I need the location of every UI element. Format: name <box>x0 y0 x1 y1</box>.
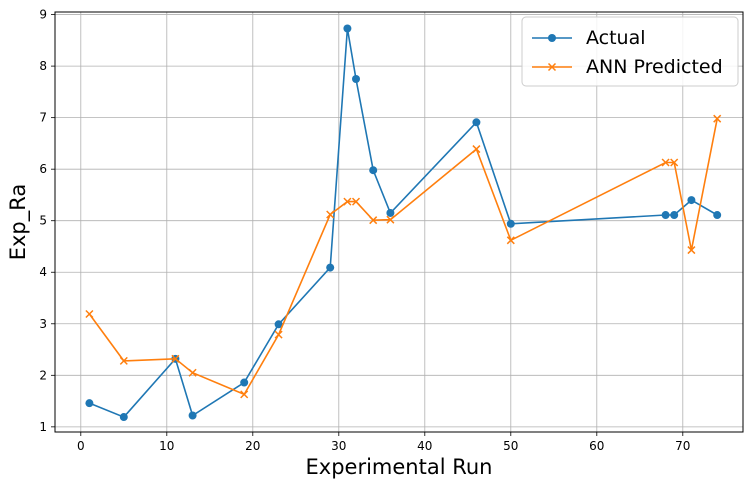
data-point-actual <box>352 74 360 83</box>
data-point-actual <box>85 399 94 408</box>
y-tick-label: 9 <box>39 8 47 22</box>
y-tick-label: 8 <box>39 59 47 73</box>
data-point-ann-predicted <box>85 309 94 319</box>
y-axis-title: Exp_Ra <box>6 184 31 261</box>
y-tick-label: 2 <box>39 368 47 382</box>
legend: Actual ANN Predicted <box>521 16 739 87</box>
data-point-actual <box>119 413 128 422</box>
legend-box <box>521 16 739 87</box>
data-point-actual <box>369 166 378 175</box>
x-axis-title: Experimental Run <box>306 455 493 479</box>
y-tick-label: 3 <box>39 317 47 331</box>
x-tick-label: 50 <box>503 439 518 453</box>
legend-label: ANN Predicted <box>586 56 723 78</box>
x-tick-label: 60 <box>589 439 604 453</box>
x-tick-label: 70 <box>675 439 690 453</box>
x-tick-label: 0 <box>77 439 85 453</box>
data-point-ann-predicted <box>188 368 197 377</box>
legend-marker <box>548 34 556 42</box>
data-point-ann-predicted <box>274 330 283 339</box>
y-tick-label: 5 <box>39 214 47 228</box>
data-point-ann-predicted <box>351 197 361 206</box>
data-point-ann-predicted <box>506 236 515 245</box>
axes: 0 10 20 30 40 50 60 70 1 2 3 4 5 6 7 8 9 <box>39 8 690 453</box>
data-point-actual <box>713 211 722 220</box>
data-point-ann-predicted <box>240 390 249 399</box>
y-tick-label: 1 <box>39 420 47 434</box>
data-point-ann-predicted <box>369 216 378 225</box>
legend-item-actual: Actual <box>532 27 646 49</box>
data-point-actual <box>326 263 335 272</box>
legend-label: Actual <box>586 27 646 49</box>
legend-item-ann-predicted: ANN Predicted <box>532 56 723 78</box>
data-point-ann-predicted <box>687 246 696 255</box>
x-tick-label: 30 <box>331 439 346 453</box>
plot-frame <box>54 11 744 433</box>
data-point-ann-predicted <box>343 197 352 206</box>
data-point-actual <box>687 196 696 205</box>
data-point-actual <box>240 378 249 387</box>
x-tick-label: 20 <box>245 439 260 453</box>
x-tick-label: 40 <box>417 439 432 453</box>
data-point-ann-predicted <box>670 158 679 167</box>
data-point-actual <box>386 208 395 217</box>
data-point-actual <box>661 211 670 220</box>
legend-marker <box>547 62 557 72</box>
y-tick-label: 7 <box>39 111 47 125</box>
data-point-ann-predicted <box>171 354 180 363</box>
series-ann-predicted <box>85 114 722 399</box>
y-tick-label: 4 <box>39 265 47 279</box>
data-point-actual <box>506 219 515 228</box>
data-point-ann-predicted <box>713 114 722 123</box>
data-point-ann-predicted <box>119 356 128 365</box>
data-point-actual <box>343 24 352 33</box>
x-tick-label: 10 <box>159 439 174 453</box>
data-point-ann-predicted <box>661 158 670 167</box>
data-point-ann-predicted <box>386 215 395 224</box>
data-point-actual <box>274 320 283 329</box>
data-point-actual <box>670 211 679 220</box>
data-point-actual <box>188 411 197 420</box>
y-tick-label: 6 <box>39 162 47 176</box>
data-point-actual <box>472 118 481 127</box>
series-actual <box>85 24 722 422</box>
data-point-ann-predicted <box>326 210 335 219</box>
series-layer <box>85 24 722 422</box>
data-point-ann-predicted <box>472 145 481 154</box>
